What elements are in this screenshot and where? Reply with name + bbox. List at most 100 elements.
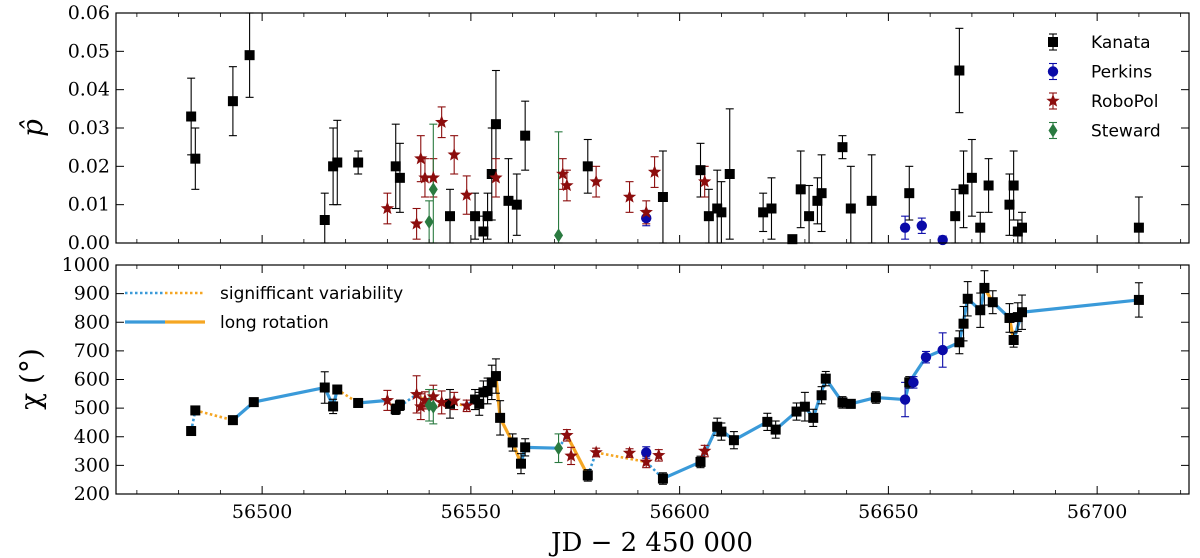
bot-point-kanata <box>319 382 330 393</box>
top-point-kanata <box>227 96 238 107</box>
top-point-kanata <box>657 192 668 202</box>
bot-point-robopol <box>564 448 578 462</box>
top-point-robopol <box>418 170 432 184</box>
bot-point-kanata <box>695 456 706 467</box>
top-y-axis-title: p̂ <box>16 119 49 137</box>
top-point-robopol <box>622 190 637 203</box>
top-point-kanata <box>490 119 501 130</box>
top-point-robopol <box>460 188 474 201</box>
bot-curve-segment <box>645 461 664 480</box>
y-tick-label: 700 <box>74 340 110 362</box>
top-point-robopol <box>647 165 662 178</box>
bot-point-kanata <box>482 385 493 396</box>
legend-marker-kanata <box>1048 37 1058 47</box>
y-tick-label: 0.05 <box>68 40 110 62</box>
top-point-kanata <box>353 157 364 168</box>
top-legend: Kanata Perkins RoboPol Steward <box>1046 33 1161 142</box>
top-point-kanata <box>445 211 456 222</box>
bot-point-kanata <box>186 426 197 437</box>
top-point-kanata <box>190 153 201 164</box>
top-point-kanata <box>478 226 489 237</box>
bot-point-steward <box>554 441 564 456</box>
bottom-y-axis-title: χ (°) <box>14 348 47 410</box>
bot-curve-segment <box>1021 298 1140 314</box>
top-point-kanata <box>866 195 877 206</box>
top-point-kanata <box>724 169 735 179</box>
y-tick-label: 300 <box>74 454 110 476</box>
bot-point-robopol <box>460 398 474 412</box>
bot-point-kanata <box>987 297 998 308</box>
top-point-kanata <box>904 188 915 199</box>
top-point-kanata <box>766 203 777 214</box>
top-point-robopol <box>560 178 574 192</box>
bot-point-robopol <box>435 395 449 409</box>
x-tick-label: 56600 <box>649 501 709 523</box>
bot-point-kanata <box>353 397 364 408</box>
top-point-kanata <box>812 195 823 206</box>
bot-point-kanata <box>728 435 739 446</box>
bot-point-kanata <box>520 442 531 453</box>
bot-point-kanata <box>394 400 405 411</box>
bot-point-kanata <box>507 437 518 448</box>
top-point-robopol <box>639 205 653 218</box>
bot-point-steward <box>428 399 438 414</box>
bot-point-kanata <box>657 473 668 484</box>
bot-point-kanata <box>582 470 593 481</box>
top-point-kanata <box>787 234 798 245</box>
bot-point-kanata <box>816 390 827 401</box>
bot-point-kanata <box>1004 312 1015 323</box>
top-point-kanata <box>954 65 965 76</box>
top-point-kanata <box>520 130 531 141</box>
bot-point-robopol <box>589 445 603 459</box>
top-point-kanata <box>511 199 522 210</box>
top-point-robopol <box>589 174 603 188</box>
bot-point-kanata <box>870 392 881 403</box>
bot-point-robopol <box>622 446 637 459</box>
y-tick-label: 600 <box>74 369 110 391</box>
bot-curve-segment <box>253 385 326 404</box>
bottom-panel-polarization-angle: 56500 56550 56600 56650 56700 200 300 400 500 600… <box>14 254 1190 558</box>
bot-point-kanata <box>762 416 773 427</box>
bot-point-kanata <box>515 458 526 469</box>
top-point-perkins <box>916 220 927 231</box>
top-point-robopol <box>556 167 570 180</box>
top-point-kanata <box>950 211 961 222</box>
x-tick-label: 56650 <box>858 501 918 523</box>
bot-point-kanata <box>227 415 238 426</box>
bot-point-kanata <box>1133 294 1144 305</box>
bot-point-perkins <box>908 377 919 388</box>
y-tick-label: 500 <box>74 397 110 419</box>
top-point-robopol <box>698 174 712 188</box>
top-point-kanata <box>845 203 856 214</box>
top-panel-polarization-degree: 0.00 0.01 0.02 0.03 0.04 0.05 0.06 p̂ Kanata Pe… <box>16 2 1190 254</box>
bot-point-kanata <box>490 371 501 382</box>
bot-curve-segment <box>733 420 769 442</box>
top-point-kanata <box>390 161 401 172</box>
bot-point-robopol <box>418 393 432 407</box>
x-tick-label: 56550 <box>441 501 501 523</box>
bot-point-robopol <box>426 389 440 403</box>
top-point-kanata <box>503 195 514 206</box>
top-point-kanata <box>482 211 493 222</box>
legend-marker-robopol <box>1046 94 1060 107</box>
bot-point-kanata <box>190 405 201 416</box>
bot-point-kanata <box>791 406 802 417</box>
bot-point-perkins <box>920 351 932 363</box>
bot-point-kanata <box>474 398 485 409</box>
bot-point-kanata <box>958 318 969 329</box>
bot-point-kanata <box>845 398 856 409</box>
bot-point-robopol <box>414 399 428 413</box>
top-panel-frame <box>115 12 1190 244</box>
top-point-robopol <box>435 115 449 128</box>
top-point-kanata <box>716 207 727 218</box>
bot-point-robopol <box>698 444 712 457</box>
y-tick-label: 900 <box>74 283 110 305</box>
y-tick-label: 0.03 <box>68 117 110 139</box>
bot-point-robopol <box>560 428 574 441</box>
top-point-kanata <box>816 188 827 199</box>
top-point-kanata <box>966 172 977 183</box>
bot-point-kanata <box>332 384 343 395</box>
bot-point-robopol <box>409 387 424 401</box>
top-point-kanata <box>244 50 255 61</box>
